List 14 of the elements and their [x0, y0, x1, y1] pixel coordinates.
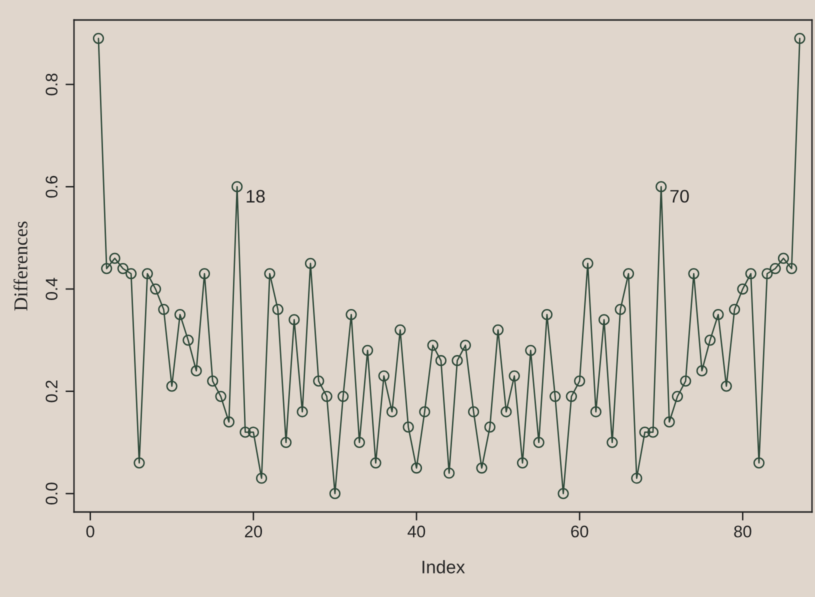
y-tick-label: 0.2 — [46, 380, 58, 402]
x-tick-label: 60 — [571, 526, 588, 538]
y-tick-label: 0.6 — [46, 176, 58, 198]
annotation: 18 — [246, 190, 265, 203]
y-tick-label: 0.0 — [46, 482, 58, 505]
x-tick-label: 20 — [244, 526, 262, 538]
x-tick-label: 0 — [86, 526, 94, 538]
annotation: 70 — [670, 190, 689, 203]
x-axis-title: Index — [422, 560, 465, 574]
x-tick-label: 80 — [734, 526, 752, 538]
y-axis-title: Differences — [14, 222, 28, 311]
y-tick-label: 0.8 — [46, 74, 58, 96]
y-tick-label: 0.4 — [46, 278, 58, 300]
x-tick-label: 40 — [408, 526, 426, 538]
